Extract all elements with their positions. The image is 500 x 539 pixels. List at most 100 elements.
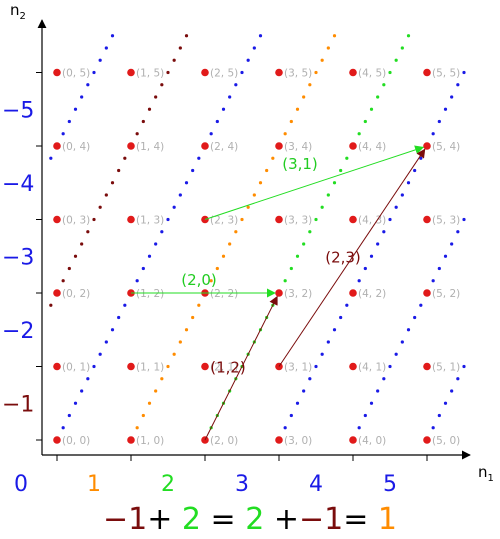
dotted-line-dot: [289, 266, 293, 271]
dotted-line-dot: [221, 107, 226, 111]
dotted-line-dot: [73, 254, 78, 258]
x-axis-label-subscript: 1: [488, 473, 494, 484]
lattice-point: (0, 2): [53, 288, 90, 300]
dotted-line-dot: [363, 119, 367, 124]
equation-term-1: −1: [102, 502, 148, 537]
lattice-point-dot: [423, 215, 431, 224]
dotted-line-dot: [394, 205, 398, 209]
dotted-line-dot: [308, 230, 312, 234]
lattice-point-label: (4, 0): [358, 435, 386, 447]
dotted-line-dot: [302, 95, 306, 99]
lattice-point-label: (0, 5): [62, 68, 90, 80]
lattice-point: (3, 2): [275, 288, 312, 300]
dotted-line-dot: [221, 254, 226, 258]
dotted-line-1: [129, 34, 337, 442]
lattice-point-label: (3, 2): [284, 288, 312, 300]
lattice-point-label: (2, 2): [210, 288, 238, 300]
dotted-line-dot: [394, 58, 398, 62]
lattice-point-dot: [53, 68, 61, 77]
lattice-point-dot: [201, 142, 209, 150]
dotted-line-dot: [369, 401, 374, 405]
lattice-point-label: (5, 0): [432, 435, 460, 447]
dotted-line-dot: [228, 95, 232, 99]
vector-label: (2,0): [181, 271, 217, 289]
dotted-line-dot: [61, 426, 65, 430]
lattice-point-label: (1, 3): [136, 215, 164, 227]
dotted-line-dot: [308, 83, 312, 87]
lattice-point-label: (1, 4): [136, 141, 164, 153]
lattice-point: (3, 5): [275, 68, 312, 80]
dotted-line-dot: [400, 340, 404, 344]
dotted-line-dot: [413, 315, 417, 320]
equation-op-4: =: [343, 502, 378, 537]
lattice-points-layer: (0, 0) (0, 1) (0, 2) (0, 3) (0, 4) (0, 5) (1, …: [53, 68, 460, 447]
lattice-point-label: (0, 2): [62, 288, 90, 300]
lattice-point: (4, 4): [349, 141, 386, 153]
dotted-line-dot: [406, 328, 411, 332]
lattice-point: (2, 4): [201, 141, 238, 153]
dotted-line-dot: [172, 205, 176, 209]
dotted-line-dot: [154, 242, 158, 246]
lattice-point-dot: [201, 68, 209, 77]
dotted-line-dot: [450, 242, 454, 246]
dotted-line-dot: [234, 83, 238, 87]
dotted-line-dot: [314, 70, 318, 75]
lattice-point: (4, 2): [349, 288, 386, 300]
dotted-line-dot: [123, 303, 127, 307]
dotted-line-dot: [462, 217, 466, 222]
dotted-line-dot: [345, 156, 349, 160]
y-category--3: −3: [2, 245, 34, 270]
lattice-point: (2, 2): [201, 288, 238, 300]
dotted-line-dot: [166, 217, 170, 222]
lattice-point-dot: [423, 142, 431, 150]
lattice-point-label: (3, 5): [284, 68, 312, 80]
dotted-line-dot: [295, 107, 300, 111]
lattice-point: (5, 3): [423, 215, 460, 227]
lattice-point-dot: [349, 68, 357, 77]
dotted-line-dot: [135, 132, 139, 136]
dotted-line-4: [351, 217, 466, 442]
vector-(2,0): (2,0): [131, 271, 276, 298]
dotted-line-dot: [271, 156, 275, 160]
dotted-line-dot: [437, 119, 441, 124]
dotted-line-dot: [104, 193, 108, 197]
lattice-point-dot: [349, 436, 357, 444]
lattice-point-dot: [53, 289, 61, 297]
x-category-1: 1: [87, 472, 101, 497]
category-labels-layer: 0 1 2 3 4 5 −1 −2 −3 −4 −5: [2, 98, 397, 497]
dotted-line-dot: [369, 254, 374, 258]
dotted-line-dot: [332, 328, 337, 332]
lattice-point: (0, 1): [53, 362, 90, 374]
dotted-line-dot: [184, 328, 189, 332]
dotted-line-dot: [154, 389, 158, 393]
dotted-line-dot: [431, 132, 435, 136]
dotted-line-dot: [117, 168, 121, 173]
lattice-point: (4, 5): [349, 68, 386, 80]
lattice-point-dot: [275, 142, 283, 150]
x-category-0: 0: [14, 472, 28, 497]
dotted-line-dot: [73, 401, 78, 405]
lattice-point-label: (4, 5): [358, 68, 386, 80]
dotted-line-dot: [456, 230, 460, 234]
dotted-line-dot: [147, 401, 152, 405]
dotted-line-dot: [462, 364, 466, 369]
dotted-line-dot: [394, 352, 398, 356]
lattice-point-label: (5, 3): [432, 215, 460, 227]
dotted-line-dot: [295, 254, 300, 258]
dotted-line-dot: [160, 377, 164, 381]
dotted-line-dot: [135, 279, 139, 283]
dotted-line-dot: [376, 242, 380, 246]
dotted-line-dot: [320, 58, 324, 62]
dotted-line-dot: [215, 119, 219, 124]
lattice-point-label: (3, 1): [284, 362, 312, 374]
lattice-point-label: (3, 4): [284, 141, 312, 153]
dotted-line-dot: [357, 426, 361, 430]
dotted-line-0: [55, 34, 263, 442]
dotted-line-dot: [419, 303, 423, 307]
lattice-point-label: (2, 3): [210, 215, 238, 227]
lattice-point: (3, 0): [275, 435, 312, 447]
dotted-line-dot: [92, 217, 96, 222]
lattice-point-dot: [53, 142, 61, 150]
vector-label: (2,3): [325, 248, 361, 266]
dotted-line-dot: [382, 230, 386, 234]
